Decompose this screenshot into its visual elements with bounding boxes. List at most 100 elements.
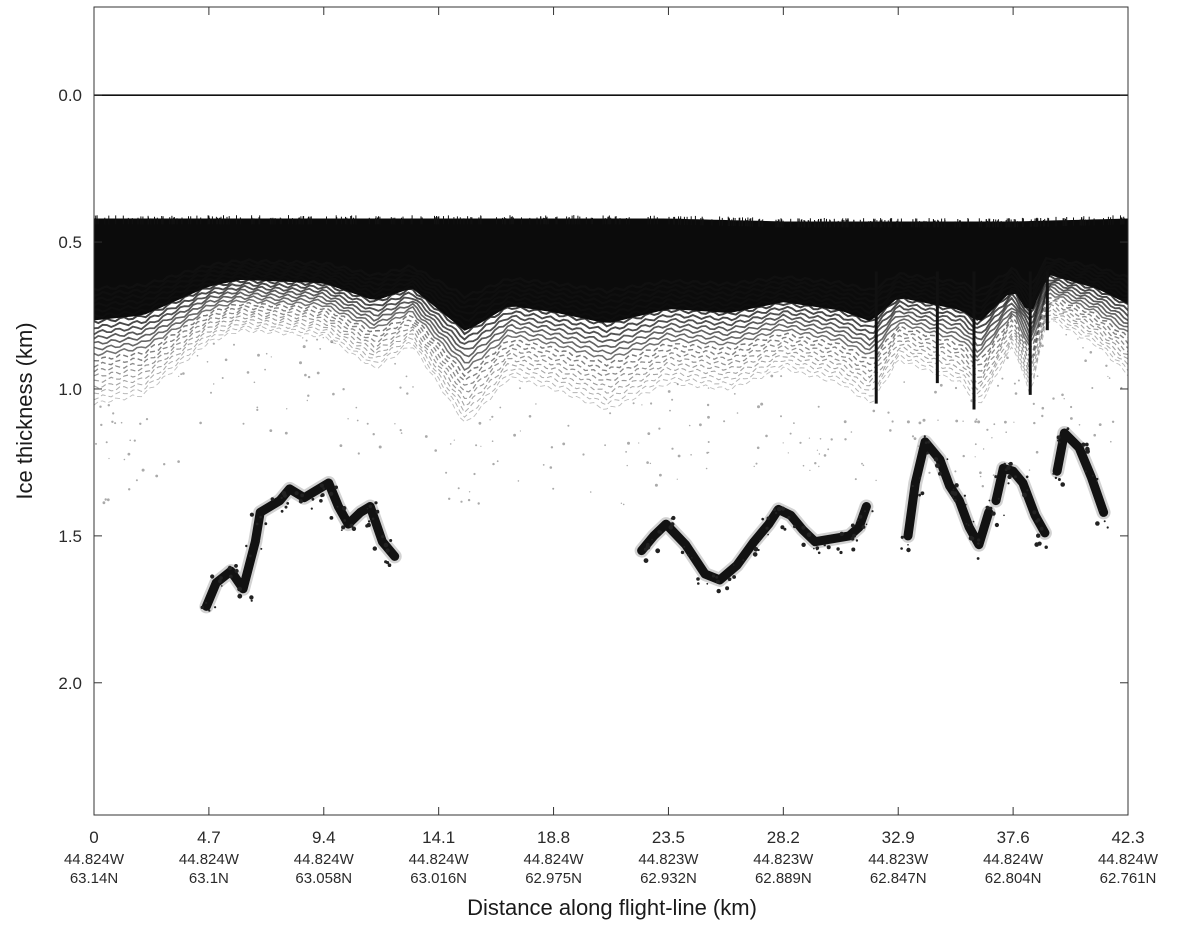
speckle-point bbox=[911, 435, 915, 438]
bed-speckle bbox=[851, 547, 856, 552]
bed-speckle bbox=[341, 525, 346, 530]
speckle-point bbox=[917, 445, 919, 447]
bed-speckle bbox=[816, 548, 818, 551]
internal-layer-line bbox=[94, 288, 1128, 364]
speckle-point bbox=[667, 390, 671, 393]
bed-speckle bbox=[1084, 442, 1089, 447]
x-tick-latitude: 62.889N bbox=[755, 870, 812, 887]
speckle-point bbox=[434, 449, 438, 452]
speckle-point bbox=[246, 371, 250, 374]
bed-speckle bbox=[643, 547, 648, 552]
speckle-point bbox=[974, 443, 977, 446]
bed-speckle bbox=[690, 556, 693, 559]
bed-speckle bbox=[761, 517, 764, 521]
bed-speckle bbox=[935, 463, 940, 468]
speckle-point bbox=[1084, 359, 1087, 363]
bed-speckle bbox=[322, 487, 326, 490]
x-tick-latitude: 62.804N bbox=[985, 870, 1042, 887]
speckle-point bbox=[1070, 417, 1073, 420]
x-tick-latitude: 62.761N bbox=[1100, 870, 1157, 887]
speckle-point bbox=[625, 451, 627, 453]
bed-speckle bbox=[1022, 492, 1027, 498]
bed-speckle bbox=[260, 547, 263, 550]
bed-speckle bbox=[850, 536, 855, 541]
speckle-point bbox=[658, 427, 661, 430]
bed-speckle bbox=[742, 559, 745, 562]
speckle-point bbox=[707, 441, 710, 443]
speckle-point bbox=[106, 498, 110, 502]
x-tick-longitude: 44.824W bbox=[983, 851, 1044, 868]
speckle-point bbox=[816, 449, 819, 451]
bed-speckle bbox=[383, 542, 389, 548]
speckle-point bbox=[975, 418, 978, 421]
x-tick-latitude: 62.975N bbox=[525, 870, 582, 887]
bed-speckle bbox=[926, 451, 929, 455]
speckle-point bbox=[620, 502, 623, 504]
speckle-point bbox=[733, 393, 736, 395]
bed-speckle bbox=[752, 552, 758, 557]
x-tick-label: 28.2 bbox=[767, 828, 800, 847]
speckle-point bbox=[1078, 424, 1081, 426]
speckle-point bbox=[517, 480, 520, 482]
bed-speckle bbox=[836, 547, 840, 551]
speckle-point bbox=[780, 375, 783, 378]
speckle-point bbox=[928, 471, 931, 474]
speckle-point bbox=[1052, 397, 1055, 400]
speckle-point bbox=[405, 375, 408, 378]
speckle-point bbox=[127, 452, 131, 456]
bed-speckle bbox=[200, 605, 204, 610]
x-tick-longitude: 44.823W bbox=[638, 851, 699, 868]
bed-speckle bbox=[839, 550, 843, 555]
speckle-point bbox=[1032, 402, 1035, 405]
speckle-point bbox=[970, 399, 974, 403]
speckle-point bbox=[342, 388, 345, 391]
speckle-point bbox=[974, 456, 976, 458]
bed-speckle bbox=[683, 545, 686, 548]
speckle-point bbox=[1120, 386, 1123, 389]
bed-speckle bbox=[255, 522, 259, 526]
speckle-point bbox=[638, 442, 640, 444]
speckle-point bbox=[257, 353, 260, 357]
x-tick-label: 0 bbox=[89, 828, 98, 847]
x-tick-latitude: 62.932N bbox=[640, 870, 697, 887]
speckle-point bbox=[114, 422, 117, 425]
speckle-point bbox=[478, 421, 482, 425]
speckle-point bbox=[755, 462, 758, 465]
speckle-point bbox=[1017, 379, 1020, 382]
speckle-point bbox=[844, 438, 847, 441]
bed-speckle bbox=[817, 551, 821, 555]
bed-speckle bbox=[977, 542, 980, 545]
bed-speckle bbox=[248, 554, 252, 558]
bed-speckle bbox=[706, 582, 709, 585]
speckle-point bbox=[212, 342, 215, 345]
internal-layer-line bbox=[94, 281, 1128, 345]
speckle-point bbox=[372, 433, 375, 436]
bed-speckle bbox=[282, 493, 287, 498]
bed-speckle bbox=[1025, 475, 1029, 479]
speckle-point bbox=[355, 406, 358, 409]
bed-speckle bbox=[938, 471, 942, 476]
speckle-point bbox=[1065, 333, 1067, 336]
internal-layer-line bbox=[94, 305, 1128, 400]
speckle-point bbox=[1036, 375, 1039, 377]
speckle-point bbox=[475, 444, 478, 447]
bed-speckle bbox=[1035, 519, 1039, 523]
bed-speckle bbox=[1060, 482, 1065, 487]
bed-speckle bbox=[319, 483, 324, 488]
speckle-point bbox=[875, 479, 877, 482]
bed-speckle bbox=[1008, 462, 1010, 465]
speckle-point bbox=[819, 438, 822, 440]
bed-speckle bbox=[946, 458, 949, 461]
bed-speckle bbox=[765, 526, 769, 530]
bed-speckle bbox=[1036, 533, 1041, 538]
internal-layer-line bbox=[94, 309, 1128, 407]
y-axis: 0.0 0.5 1.0 1.5 2.0 bbox=[58, 86, 1128, 693]
bed-speckle bbox=[787, 515, 791, 519]
bed-speckle bbox=[697, 582, 700, 585]
internal-layer-line bbox=[94, 283, 1128, 350]
bed-speckle bbox=[1056, 435, 1061, 440]
bed-speckle bbox=[900, 547, 903, 550]
bed-speckle bbox=[687, 554, 690, 557]
internal-layer-line bbox=[94, 265, 1128, 315]
bed-speckle bbox=[385, 548, 390, 553]
